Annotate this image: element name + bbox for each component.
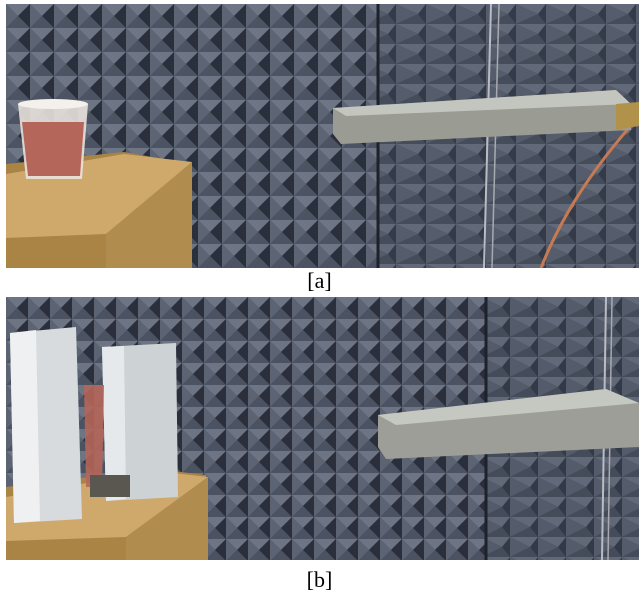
photo-panel-a xyxy=(6,4,639,268)
caption-b: [b] xyxy=(306,567,333,592)
caption-a: [a] xyxy=(307,268,332,293)
photo-panel-b xyxy=(6,297,639,560)
